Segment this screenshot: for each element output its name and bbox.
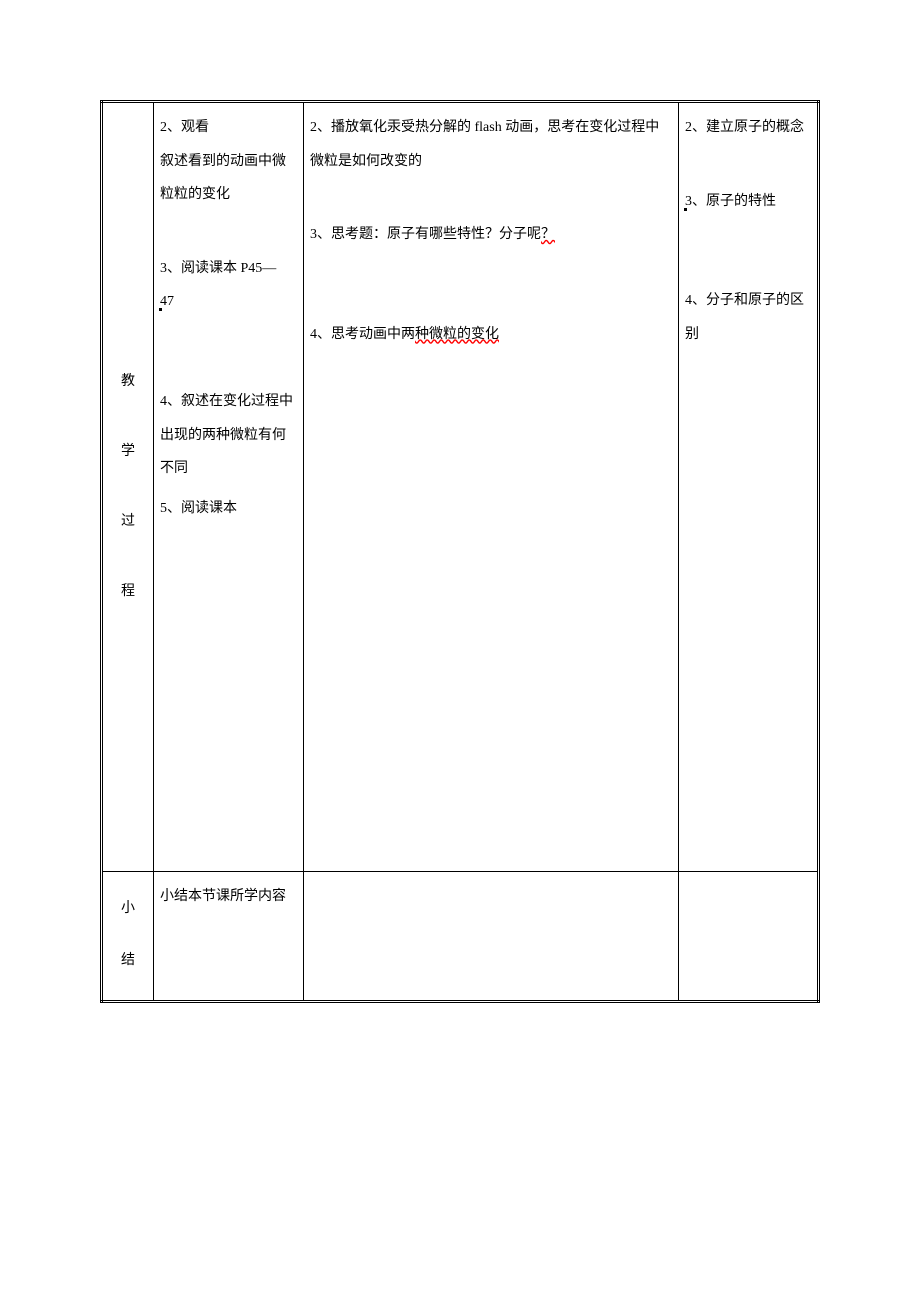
summary-teacher-cell xyxy=(304,872,679,1002)
row-label-summary: 小 结 xyxy=(102,872,154,1002)
label-char: 小 xyxy=(109,888,147,940)
intent-item: 4、分子和原子的区别 xyxy=(685,284,811,351)
activity-item: 3、思考题：原子有哪些特性？分子呢？ xyxy=(310,218,672,252)
student-activity-cell: 2、观看 叙述看到的动画中微粒粒的变化 3、阅读课本 P45— 47 4、叙述在… xyxy=(154,102,304,872)
label-char: 程 xyxy=(109,557,147,627)
text-wavy: 种微粒的变化 xyxy=(415,327,499,342)
intent-item: 2、建立原子的概念 xyxy=(685,111,811,145)
text: 叙述看到的动画中微粒粒的变化 xyxy=(160,154,286,203)
summary-text: 小结本节课所学内容 xyxy=(160,880,297,914)
teacher-activity-cell: 2、播放氧化汞受热分解的 flash 动画，思考在变化过程中微粒是如何改变的 3… xyxy=(304,102,679,872)
summary-student-cell: 小结本节课所学内容 xyxy=(154,872,304,1002)
lesson-plan-table: 教 学 过 程 2、观看 叙述看到的动画中微粒粒的变化 3、阅读课本 P45— … xyxy=(100,100,820,1003)
activity-item: 4、思考动画中两种微粒的变化 xyxy=(310,318,672,352)
text: 3、阅读课本 P45— xyxy=(160,261,276,276)
activity-item: 2、观看 叙述看到的动画中微粒粒的变化 xyxy=(160,111,297,212)
row-label-teaching-process: 教 学 过 程 xyxy=(102,102,154,872)
summary-row: 小 结 小结本节课所学内容 xyxy=(102,872,819,1002)
activity-item: 3、阅读课本 P45— 47 xyxy=(160,252,297,319)
text-wavy: ？ xyxy=(541,227,555,242)
design-intent-cell: 2、建立原子的概念 3、原子的特性 4、分子和原子的区别 xyxy=(679,102,819,872)
activity-item: 2、播放氧化汞受热分解的 flash 动画，思考在变化过程中微粒是如何改变的 xyxy=(310,111,672,178)
label-char: 教 xyxy=(109,347,147,417)
text: 、原子的特性 xyxy=(692,194,776,209)
text: 4、思考动画中两 xyxy=(310,327,415,342)
label-char: 学 xyxy=(109,417,147,487)
activity-item: 5、阅读课本 xyxy=(160,492,297,526)
intent-item: 3、原子的特性 xyxy=(685,185,811,219)
text-dotted: 47 xyxy=(160,294,174,309)
label-char: 结 xyxy=(109,940,147,992)
teaching-process-row: 教 学 过 程 2、观看 叙述看到的动画中微粒粒的变化 3、阅读课本 P45— … xyxy=(102,102,819,872)
activity-item: 4、叙述在变化过程中出现的两种微粒有何不同 xyxy=(160,385,297,486)
text: 3、思考题：原子有哪些特性？分子呢 xyxy=(310,227,541,242)
text-dotted: 3 xyxy=(685,194,692,209)
text: 2、观看 xyxy=(160,120,209,135)
summary-intent-cell xyxy=(679,872,819,1002)
label-char: 过 xyxy=(109,487,147,557)
